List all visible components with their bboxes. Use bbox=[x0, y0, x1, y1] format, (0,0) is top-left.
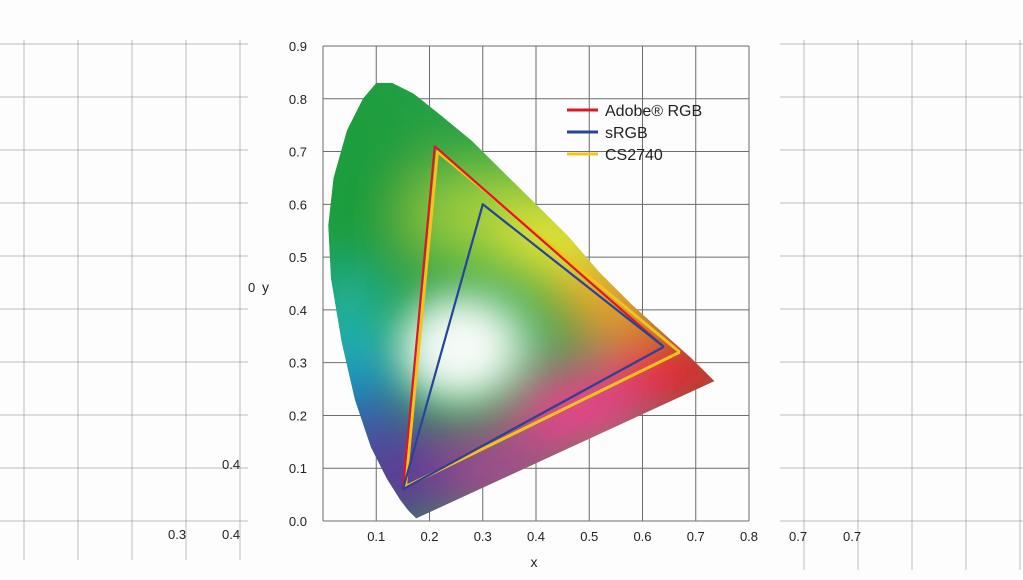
x-tick-label: 0.5 bbox=[580, 529, 598, 544]
left-x-tick-label: 0.4 bbox=[222, 527, 240, 542]
left-y-value-label: 0.4 bbox=[222, 457, 240, 472]
y-tick-label: 0.2 bbox=[289, 408, 307, 423]
y-axis-label: y bbox=[262, 279, 269, 295]
left-x-tick-label: 0.3 bbox=[168, 527, 186, 542]
right-x-tick-label: 0.7 bbox=[789, 529, 807, 544]
y-tick-label: 0.3 bbox=[289, 356, 307, 371]
x-tick-label: 0.8 bbox=[740, 529, 758, 544]
series-line-cs2740 bbox=[404, 150, 681, 489]
x-tick-label: 0.7 bbox=[687, 529, 705, 544]
x-axis-ticks: 0.1 0.2 0.3 0.4 0.5 0.6 0.7 0.8 bbox=[367, 529, 758, 544]
x-tick-label: 0.6 bbox=[633, 529, 651, 544]
spectral-locus-fill bbox=[328, 82, 715, 519]
x-tick-label: 0.3 bbox=[474, 529, 492, 544]
x-tick-label: 0.1 bbox=[367, 529, 385, 544]
background-axis-labels: 0 0.4 0.3 0.4 0.7 0.7 bbox=[168, 280, 861, 544]
y-tick-label: 0.7 bbox=[289, 145, 307, 160]
gamut-series bbox=[401, 145, 681, 491]
y-tick-label: 0.4 bbox=[289, 303, 307, 318]
y-tick-label: 0.0 bbox=[289, 514, 307, 529]
y-tick-label: 0.5 bbox=[289, 250, 307, 265]
x-tick-label: 0.2 bbox=[420, 529, 438, 544]
y-tick-label: 0.1 bbox=[289, 461, 307, 476]
y-tick-label: 0.6 bbox=[289, 197, 307, 212]
x-axis-label: x bbox=[531, 554, 538, 570]
background-grid-fragments bbox=[0, 40, 1023, 570]
legend: Adobe® RGB sRGB CS2740 bbox=[567, 103, 702, 164]
legend-label: Adobe® RGB bbox=[605, 103, 702, 120]
x-tick-label: 0.4 bbox=[527, 529, 545, 544]
y-tick-label: 0.9 bbox=[289, 39, 307, 54]
right-x-tick-label: 0.7 bbox=[843, 529, 861, 544]
legend-label: sRGB bbox=[605, 125, 648, 142]
series-line-srgb bbox=[401, 203, 665, 491]
left-axis-fragment-label: 0 bbox=[248, 280, 255, 295]
legend-label: CS2740 bbox=[605, 147, 663, 164]
y-axis-ticks: 0.0 0.1 0.2 0.3 0.4 0.5 0.6 0.7 0.8 0.9 bbox=[289, 39, 307, 529]
y-tick-label: 0.8 bbox=[289, 92, 307, 107]
